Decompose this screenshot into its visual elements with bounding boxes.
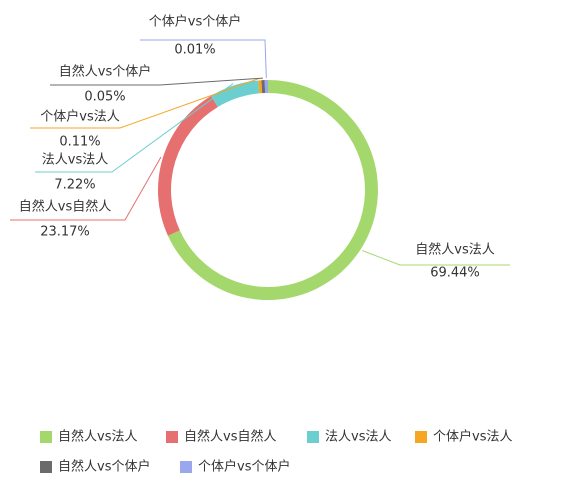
- legend-label: 个体户vs个体户: [198, 459, 290, 475]
- pie-slice: [258, 80, 263, 94]
- value-label: 69.44%: [430, 266, 480, 281]
- legend-label: 自然人vs法人: [58, 429, 137, 445]
- pie-slice: [211, 80, 260, 107]
- legend-label: 个体户vs法人: [433, 429, 512, 445]
- value-label: 0.11%: [59, 135, 100, 150]
- slice-label: 个体户vs法人: [40, 109, 119, 125]
- slice-label: 个体户vs个体户: [149, 14, 241, 30]
- legend-swatch: [40, 461, 52, 473]
- leader-line: [362, 250, 510, 266]
- slice-label: 自然人vs法人: [415, 242, 494, 258]
- value-label: 7.22%: [54, 178, 95, 193]
- leader-line: [30, 77, 260, 129]
- legend-swatch: [415, 431, 427, 443]
- leader-line: [50, 77, 263, 86]
- slice-label: 自然人vs个体户: [59, 64, 151, 80]
- slice-label: 自然人vs自然人: [19, 199, 111, 215]
- value-label: 0.01%: [174, 43, 215, 58]
- legend-label: 自然人vs自然人: [184, 429, 276, 445]
- value-label: 0.05%: [84, 90, 125, 105]
- leader-line: [35, 83, 234, 173]
- slice-label: 法人vs法人: [42, 153, 108, 168]
- legend-swatch: [180, 461, 192, 473]
- legend-label: 法人vs法人: [325, 430, 391, 445]
- legend-swatch: [40, 431, 52, 443]
- pie-slice: [264, 80, 268, 94]
- leader-line: [10, 156, 162, 221]
- legend-label: 自然人vs个体户: [58, 459, 150, 475]
- legend-swatch: [307, 431, 319, 443]
- value-label: 23.17%: [40, 225, 90, 240]
- pie-slice: [157, 95, 218, 236]
- leader-line: [140, 39, 267, 79]
- legend-swatch: [166, 431, 178, 443]
- pie-slice: [261, 80, 266, 94]
